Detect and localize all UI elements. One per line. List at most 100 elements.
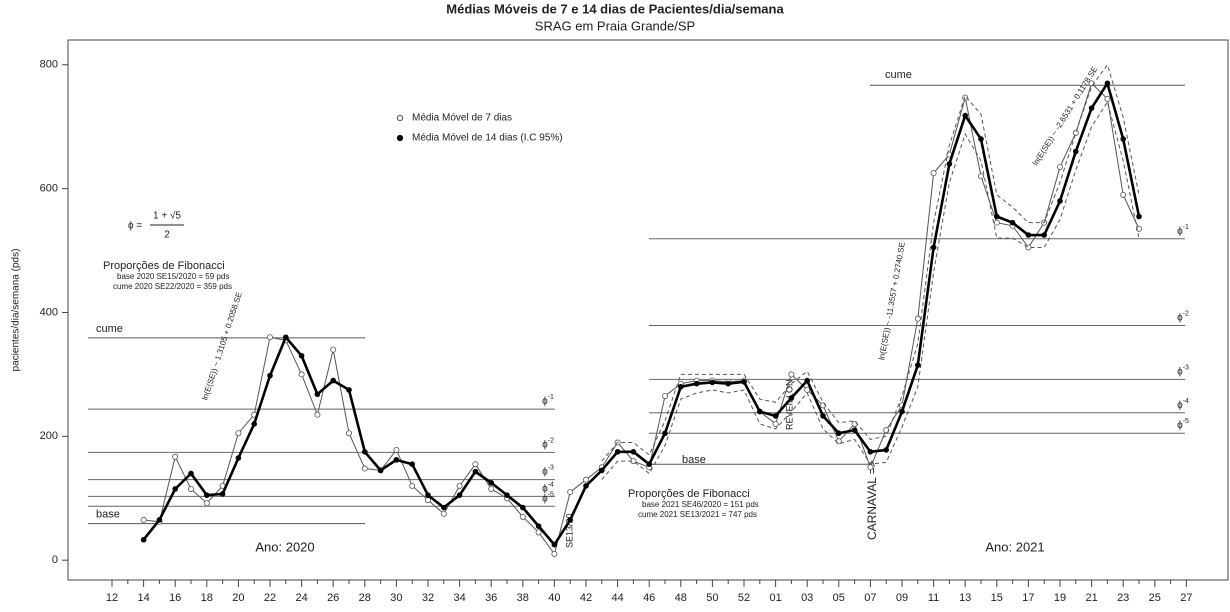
x-tick-label: 09 <box>896 592 908 604</box>
data-point <box>282 334 289 341</box>
y-tick-label: 400 <box>40 306 58 318</box>
data-point <box>1104 80 1111 87</box>
level-symbol: ϕ <box>1177 420 1183 431</box>
x-tick-label: 26 <box>327 592 339 604</box>
x-tick-label: 46 <box>643 592 655 604</box>
legend-label: Média Móvel de 14 dias (I.C 95%) <box>412 133 563 144</box>
annotation: REVEILLON <box>784 379 794 430</box>
level-label: ϕ-2 <box>1177 310 1189 323</box>
x-tick-label: 16 <box>169 592 181 604</box>
x-tick-label: 13 <box>959 592 971 604</box>
level-label: ϕ-5 <box>1177 418 1189 431</box>
data-point <box>1104 95 1111 102</box>
data-point <box>1057 163 1064 170</box>
base-label: base <box>96 509 120 521</box>
fibonacci-title: Proporções de Fibonacci <box>628 488 750 500</box>
data-point <box>203 500 210 507</box>
legend-marker <box>396 114 404 122</box>
data-point <box>978 173 985 180</box>
data-point <box>614 449 621 455</box>
data-point <box>456 492 463 498</box>
annotation: CARNAVAL => <box>865 460 879 540</box>
data-point <box>298 371 305 378</box>
data-point <box>314 391 321 398</box>
x-tick-label: 48 <box>675 592 687 604</box>
x-tick-label: 34 <box>453 592 465 604</box>
data-point <box>662 430 668 437</box>
data-point <box>646 461 652 467</box>
annotation: ln(E(SE)) ~ -11.3557 + 0.2740.SE <box>877 241 907 360</box>
phi-numerator: 1 + √5 <box>153 210 181 222</box>
level-exponent: -5 <box>1183 418 1189 425</box>
data-point <box>172 486 179 492</box>
x-tick-label: 44 <box>611 592 623 604</box>
y-tick-label: 800 <box>40 59 58 71</box>
x-tick-label: 42 <box>580 592 592 604</box>
data-point <box>788 395 795 401</box>
x-tick-label: 36 <box>485 592 497 604</box>
fibonacci-cume-text: cume 2021 SE13/2021 = 747 pds <box>638 510 757 519</box>
data-point <box>393 457 400 463</box>
data-point <box>361 449 368 455</box>
year-label: Ano: 2021 <box>985 539 1044 554</box>
level-symbol: ϕ <box>1177 366 1183 377</box>
level-symbol: ϕ <box>1177 312 1183 323</box>
data-point <box>267 372 273 379</box>
data-point <box>1025 244 1032 251</box>
x-tick-label: 11 <box>928 592 939 604</box>
level-exponent: -1 <box>548 394 554 401</box>
data-point <box>1088 105 1095 111</box>
level-label: ϕ-4 <box>542 481 554 494</box>
base-label: base <box>682 454 706 466</box>
level-label: ϕ-5 <box>542 491 554 504</box>
x-tick-label: 07 <box>864 592 876 604</box>
data-point <box>266 334 273 341</box>
data-point <box>820 413 826 419</box>
data-point <box>219 491 226 497</box>
annotation: ln(E(SE)) ~ 1.3105 + 0.2058.SE <box>200 291 243 401</box>
data-point <box>235 430 242 437</box>
data-point <box>598 467 605 474</box>
data-point <box>914 315 921 322</box>
level-label: ϕ-1 <box>1177 224 1189 237</box>
level-symbol: ϕ <box>1177 225 1183 236</box>
data-point <box>1120 191 1127 198</box>
cume-label: cume <box>96 323 123 335</box>
data-point <box>172 453 179 460</box>
data-point <box>1009 219 1016 226</box>
x-tick-label: 14 <box>137 592 149 604</box>
level-exponent: -4 <box>1183 398 1189 405</box>
level-label: ϕ-3 <box>1177 364 1189 377</box>
data-point <box>472 468 479 475</box>
data-point <box>693 380 700 387</box>
data-point <box>993 213 1000 220</box>
level-exponent: -2 <box>548 437 554 444</box>
data-point <box>440 510 447 517</box>
x-tick-label: 27 <box>1180 592 1192 604</box>
data-point <box>946 161 953 167</box>
data-point <box>188 470 194 477</box>
data-point <box>156 517 163 523</box>
level-label: ϕ-1 <box>542 394 554 407</box>
data-point <box>393 446 400 453</box>
level-symbol: ϕ <box>1177 399 1183 410</box>
y-tick-label: 0 <box>52 554 58 566</box>
data-point <box>677 383 684 390</box>
data-point <box>567 517 573 523</box>
x-tick-label: 19 <box>1054 592 1066 604</box>
data-point <box>251 421 258 427</box>
series-line <box>143 82 1140 556</box>
cume-label: cume <box>885 69 912 81</box>
data-point <box>535 523 542 529</box>
y-tick-label: 600 <box>40 183 58 195</box>
data-point <box>346 387 352 393</box>
data-point <box>488 479 495 486</box>
data-point <box>551 550 558 557</box>
x-tick-label: 38 <box>517 592 529 604</box>
annotation: SE13/20 <box>564 513 574 548</box>
data-point <box>993 219 1000 226</box>
level-symbol: ϕ <box>542 396 548 407</box>
data-point <box>140 516 147 523</box>
chart-title: Médias Móveis de 7 e 14 dias de Paciente… <box>446 1 784 16</box>
